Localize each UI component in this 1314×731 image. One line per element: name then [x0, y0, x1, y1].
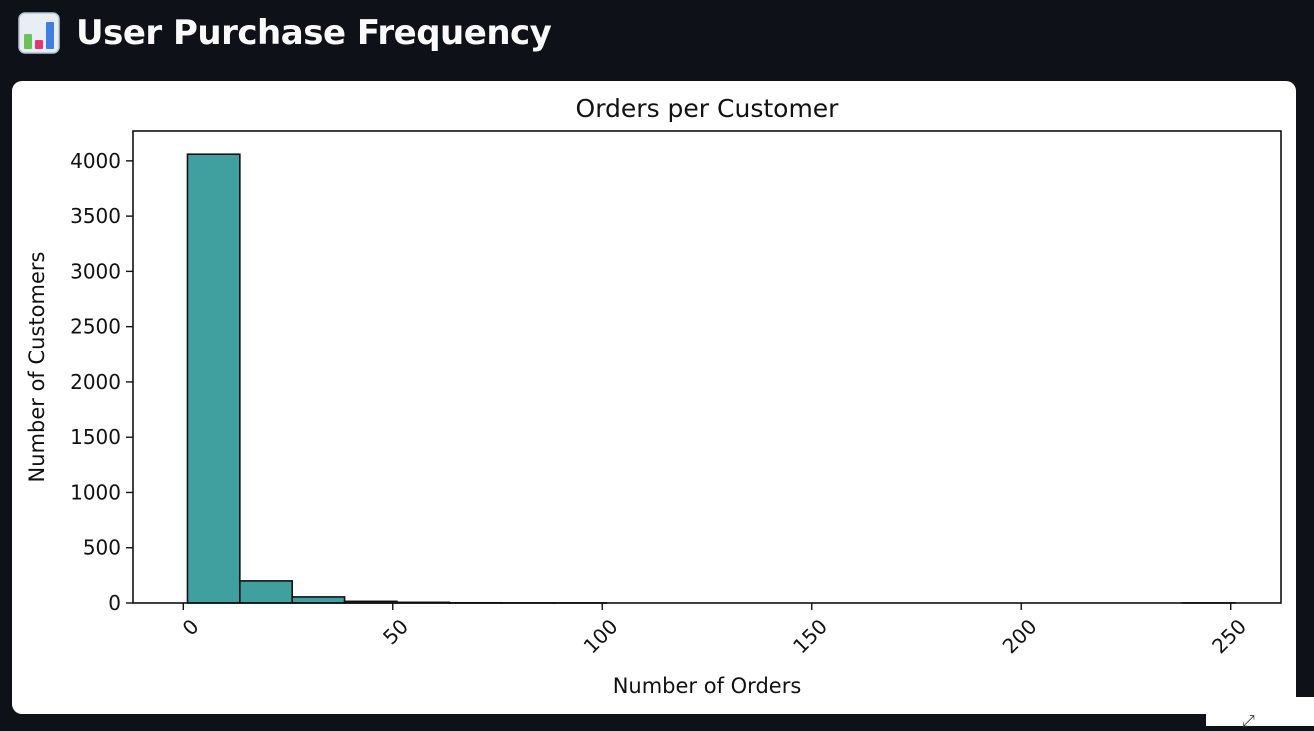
histogram-bar-1: [240, 581, 292, 603]
bars-group: [187, 154, 1234, 603]
y-axis-label: Number of Customers: [25, 252, 49, 483]
y-tick-label-3500: 3500: [70, 204, 121, 228]
chart-title: Orders per Customer: [576, 94, 840, 123]
histogram-bar-2: [292, 597, 344, 603]
histogram-chart: Orders per Customer 05001000150020002500…: [12, 81, 1296, 714]
y-tick-label-1500: 1500: [70, 425, 121, 449]
x-tick-label-250: 250: [1207, 614, 1251, 658]
y-tick-label-1000: 1000: [70, 480, 121, 504]
x-tick-label-50: 50: [378, 614, 413, 649]
x-tick-label-100: 100: [579, 614, 623, 658]
x-axis: 0 50 100 150 200 250: [178, 603, 1251, 658]
y-tick-label-3000: 3000: [70, 259, 121, 283]
page-title: User Purchase Frequency: [76, 13, 551, 53]
plot-frame: [133, 131, 1281, 603]
y-tick-label-500: 500: [83, 536, 121, 560]
y-tick-label-2500: 2500: [70, 315, 121, 339]
expand-icon[interactable]: ⤢: [1242, 711, 1255, 731]
y-axis: 0 500 1000 1500 2000 2500 3000 3500 4000: [70, 149, 133, 615]
histogram-bar-0: [187, 154, 239, 603]
y-tick-label-2000: 2000: [70, 370, 121, 394]
x-tick-label-0: 0: [178, 614, 204, 640]
y-tick-label-4000: 4000: [70, 149, 121, 173]
corner-toolbar[interactable]: ⤢: [1206, 697, 1314, 726]
page-header: User Purchase Frequency: [18, 8, 551, 58]
x-tick-label-200: 200: [998, 614, 1042, 658]
bar-chart-icon: [18, 12, 60, 54]
x-axis-label: Number of Orders: [613, 674, 802, 698]
x-tick-label-150: 150: [788, 614, 832, 658]
y-tick-label-0: 0: [108, 591, 121, 615]
